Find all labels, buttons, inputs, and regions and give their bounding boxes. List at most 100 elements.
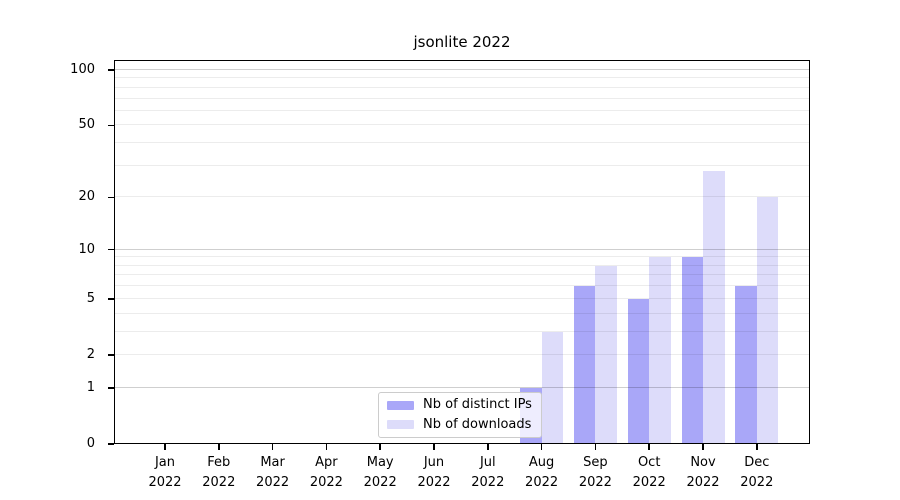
x-tick-label-Sep: Sep 2022 [563, 453, 627, 493]
x-tick-label-Jun: Jun 2022 [402, 453, 466, 493]
x-tick-month: Jun [423, 455, 445, 470]
y-tick-label-50: 50 [78, 117, 95, 133]
y-tick-mark-10 [108, 248, 114, 251]
gridline-80 [114, 86, 810, 88]
x-tick-mark-Aug [540, 444, 543, 450]
gridline-60 [114, 109, 810, 111]
x-tick-mark-Sep [594, 444, 597, 450]
x-tick-year: 2022 [363, 475, 397, 490]
gridline-3 [114, 330, 810, 332]
x-tick-month: May [366, 455, 394, 470]
x-tick-month: Oct [637, 455, 661, 470]
x-tick-mark-Jan [164, 444, 166, 450]
x-tick-year: 2022 [417, 475, 451, 490]
gridline-40 [114, 142, 810, 144]
x-tick-year: 2022 [686, 475, 720, 490]
x-tick-mark-May [379, 444, 381, 450]
x-tick-label-Apr: Apr 2022 [294, 453, 358, 493]
legend-row-downloads: Nb of downloads [387, 417, 533, 434]
gridline-9 [114, 256, 810, 258]
gridline-5 [114, 297, 810, 299]
x-tick-month: Apr [315, 455, 338, 470]
x-tick-year: 2022 [740, 475, 774, 490]
x-tick-year: 2022 [525, 475, 559, 490]
x-tick-month: Dec [744, 455, 770, 470]
gridline-6 [114, 285, 810, 287]
x-tick-mark-Nov [702, 444, 704, 450]
x-tick-mark-Feb [218, 444, 220, 450]
y-tick-mark-20 [108, 196, 114, 199]
y-tick-label-1: 1 [86, 379, 95, 395]
x-tick-mark-Oct [648, 444, 650, 450]
gridline-70 [114, 97, 810, 99]
y-tick-mark-100 [108, 69, 114, 71]
gridline-4 [114, 312, 810, 314]
x-tick-year: 2022 [256, 475, 290, 490]
x-tick-year: 2022 [148, 475, 182, 490]
x-tick-mark-Jul [487, 444, 489, 450]
legend-label-downloads: Nb of downloads [423, 416, 532, 432]
x-tick-year: 2022 [471, 475, 505, 490]
x-tick-mark-Dec [756, 444, 758, 450]
bar-downloads-Oct 2022 [649, 257, 671, 444]
y-tick-label-100: 100 [70, 62, 95, 77]
legend-row-distinct-ips: Nb of distinct IPs [387, 397, 533, 414]
bar-ips-Sep 2022 [573, 286, 596, 444]
gridline-8 [114, 264, 810, 266]
bar-ips-Nov 2022 [681, 257, 703, 444]
y-tick-mark-1 [108, 387, 114, 389]
x-tick-month: Jan [154, 455, 176, 470]
bar-downloads-Aug 2022 [541, 331, 564, 444]
x-tick-month: Aug [528, 455, 555, 470]
bar-ips-Dec 2022 [735, 286, 757, 444]
bar-downloads-Nov 2022 [703, 171, 725, 444]
x-tick-label-Jan: Jan 2022 [133, 453, 197, 493]
x-tick-label-Feb: Feb 2022 [187, 453, 251, 493]
gridline-100 [114, 69, 810, 70]
x-tick-label-Mar: Mar 2022 [241, 453, 305, 493]
x-tick-year: 2022 [578, 475, 612, 490]
x-tick-label-Jul: Jul 2022 [456, 453, 520, 493]
plot-area: 0 1 2 5 10 20 50 100 Jan 2022 Feb 2022 Mar 2022 Apr 20… [70, 60, 810, 490]
y-tick-label-2: 2 [86, 346, 95, 362]
legend-swatch-downloads [387, 420, 414, 430]
x-tick-mark-Apr [325, 444, 328, 450]
y-tick-label-5: 5 [86, 290, 95, 306]
x-tick-mark-Jun [433, 444, 435, 450]
x-tick-label-Oct: Oct 2022 [617, 453, 681, 493]
bar-ips-Oct 2022 [627, 298, 650, 444]
x-tick-label-Aug: Aug 2022 [510, 453, 574, 493]
x-tick-month: Feb [207, 455, 231, 470]
legend-swatch-distinct-ips [387, 400, 414, 410]
bar-downloads-Sep 2022 [595, 265, 617, 444]
y-tick-mark-5 [108, 298, 114, 300]
x-tick-label-May: May 2022 [348, 453, 412, 493]
gridline-50 [114, 124, 810, 126]
gridline-10 [114, 248, 810, 250]
x-tick-month: Jul [479, 455, 496, 470]
y-tick-mark-2 [108, 354, 114, 356]
legend-label-distinct-ips: Nb of distinct IPs [423, 397, 532, 413]
x-tick-year: 2022 [632, 475, 666, 490]
gridline-1 [114, 386, 810, 388]
gridline-7 [114, 274, 810, 276]
x-tick-label-Dec: Dec 2022 [725, 453, 789, 493]
bar-downloads-Dec 2022 [756, 197, 779, 444]
x-tick-month: Mar [260, 455, 285, 470]
gridline-20 [114, 196, 810, 198]
x-tick-month: Sep [583, 455, 608, 470]
x-tick-year: 2022 [202, 475, 236, 490]
y-tick-label-10: 10 [78, 241, 95, 257]
x-tick-year: 2022 [309, 475, 343, 490]
x-tick-month: Nov [690, 455, 716, 470]
x-tick-mark-Mar [271, 444, 274, 450]
y-tick-mark-50 [108, 124, 114, 127]
x-tick-label-Nov: Nov 2022 [671, 453, 735, 493]
y-tick-label-0: 0 [86, 436, 95, 451]
gridline-2 [114, 353, 810, 355]
y-tick-mark-0 [108, 443, 114, 445]
gridline-30 [114, 164, 810, 166]
chart-title: jsonlite 2022 [413, 33, 511, 51]
y-tick-label-20: 20 [78, 189, 95, 205]
